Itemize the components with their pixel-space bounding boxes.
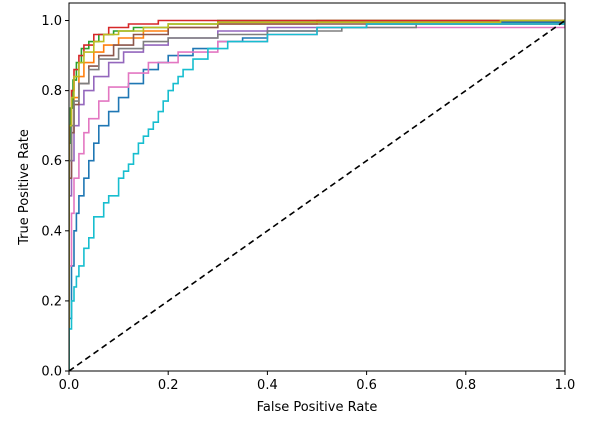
x-axis: 0.0 0.2 0.4 0.6 0.8 1.0 — [59, 371, 576, 393]
x-tick-label: 0.6 — [356, 378, 377, 393]
plot-frame — [68, 2, 566, 372]
y-tick-label: 1.0 — [41, 14, 62, 29]
roc-curve-5 — [69, 20, 565, 371]
x-axis-label: False Positive Rate — [257, 400, 378, 415]
x-tick-label: 0.4 — [257, 378, 278, 393]
x-tick-label: 0.2 — [158, 378, 179, 393]
plot-area — [69, 19, 565, 371]
x-tick-label: 0.8 — [455, 378, 476, 393]
y-tick-label: 0.8 — [41, 84, 62, 99]
roc-curve-8 — [69, 20, 565, 371]
chance-diagonal-line — [69, 19, 565, 372]
roc-curve-4 — [69, 19, 565, 371]
roc-curve-10 — [69, 20, 565, 371]
x-tick-label: 0.0 — [59, 378, 80, 393]
x-tick-label: 1.0 — [555, 378, 576, 393]
y-tick-label: 0.0 — [41, 365, 62, 380]
roc-curve-9 — [69, 19, 565, 371]
y-axis: 0.0 0.2 0.4 0.6 0.8 1.0 — [41, 14, 69, 380]
reference-line-group — [69, 19, 565, 372]
y-tick-label: 0.2 — [41, 294, 62, 309]
y-tick-label: 0.6 — [41, 154, 62, 169]
y-tick-label: 0.4 — [41, 224, 62, 239]
y-axis-label: True Positive Rate — [17, 129, 32, 246]
